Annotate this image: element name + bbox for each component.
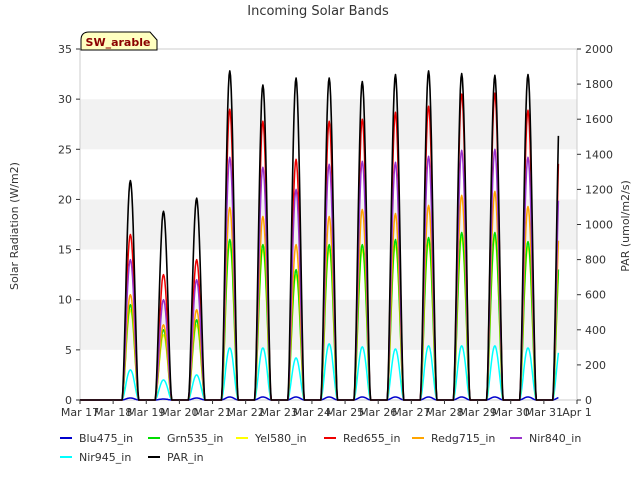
x-tick-label: Mar 18 xyxy=(94,406,132,419)
right-y-tick-label: 400 xyxy=(585,324,606,337)
grid-band xyxy=(80,299,577,350)
right-y-tick-label: 1600 xyxy=(585,113,613,126)
x-tick-label: Mar 24 xyxy=(293,406,331,419)
right-y-tick-label: 1000 xyxy=(585,219,613,232)
left-y-tick-label: 25 xyxy=(58,143,72,156)
x-tick-label: Mar 22 xyxy=(227,406,265,419)
left-y-tick-label: 20 xyxy=(58,193,72,206)
x-tick-label: Mar 19 xyxy=(127,406,165,419)
legend: Blu475_in Grn535_in Yel580_in Red655_in Redg… xyxy=(60,432,581,464)
right-y-axis-label: PAR (umol/m2/s) xyxy=(619,180,632,272)
left-y-tick-label: 0 xyxy=(65,394,72,407)
x-tick-label: Mar 28 xyxy=(425,406,463,419)
x-tick-label: Mar 30 xyxy=(492,406,530,419)
right-y-axis: 0 200 400 600 800 1000 1200 1400 1600 1800 2000 xyxy=(577,43,613,407)
right-y-tick-label: 800 xyxy=(585,254,606,267)
legend-label: Grn535_in xyxy=(167,432,223,445)
x-tick-label: Mar 25 xyxy=(326,406,364,419)
right-y-tick-label: 1200 xyxy=(585,183,613,196)
left-y-axis-label: Solar Radiation (W/m2) xyxy=(8,162,21,290)
left-y-tick-label: 30 xyxy=(58,93,72,106)
x-tick-label: Mar 17 xyxy=(61,406,99,419)
station-badge-label: SW_arable xyxy=(86,36,151,49)
legend-label: Nir840_in xyxy=(529,432,581,445)
x-tick-label: Mar 27 xyxy=(392,406,430,419)
left-y-tick-label: 15 xyxy=(58,244,72,257)
right-y-tick-label: 1800 xyxy=(585,78,613,91)
series-line-par-in xyxy=(79,70,560,401)
x-tick-label: Mar 20 xyxy=(160,406,198,419)
x-tick-label: Mar 21 xyxy=(193,406,231,419)
x-tick-label: Mar 29 xyxy=(458,406,496,419)
right-y-tick-label: 2000 xyxy=(585,43,613,56)
right-y-tick-label: 0 xyxy=(585,394,592,407)
x-tick-label: Mar 26 xyxy=(359,406,397,419)
right-y-tick-label: 600 xyxy=(585,289,606,302)
legend-label: Yel580_in xyxy=(254,432,307,445)
left-y-tick-label: 10 xyxy=(58,294,72,307)
left-y-tick-label: 35 xyxy=(58,43,72,56)
series-layer xyxy=(79,70,560,401)
x-tick-label: Mar 23 xyxy=(260,406,298,419)
legend-label: Red655_in xyxy=(343,432,400,445)
chart-title: Incoming Solar Bands xyxy=(247,4,389,19)
x-tick-label: Mar 31 xyxy=(525,406,563,419)
right-y-tick-label: 200 xyxy=(585,359,606,372)
legend-label: Blu475_in xyxy=(79,432,133,445)
right-y-tick-label: 1400 xyxy=(585,148,613,161)
grid-band xyxy=(80,349,577,400)
legend-label: PAR_in xyxy=(167,451,204,464)
left-y-axis: 0 5 10 15 20 25 30 35 xyxy=(58,43,80,407)
station-badge: SW_arable xyxy=(80,31,158,51)
legend-label: Nir945_in xyxy=(79,451,131,464)
left-y-tick-label: 5 xyxy=(65,344,72,357)
legend-label: Redg715_in xyxy=(431,432,495,445)
x-tick-label: Apr 1 xyxy=(562,406,592,419)
